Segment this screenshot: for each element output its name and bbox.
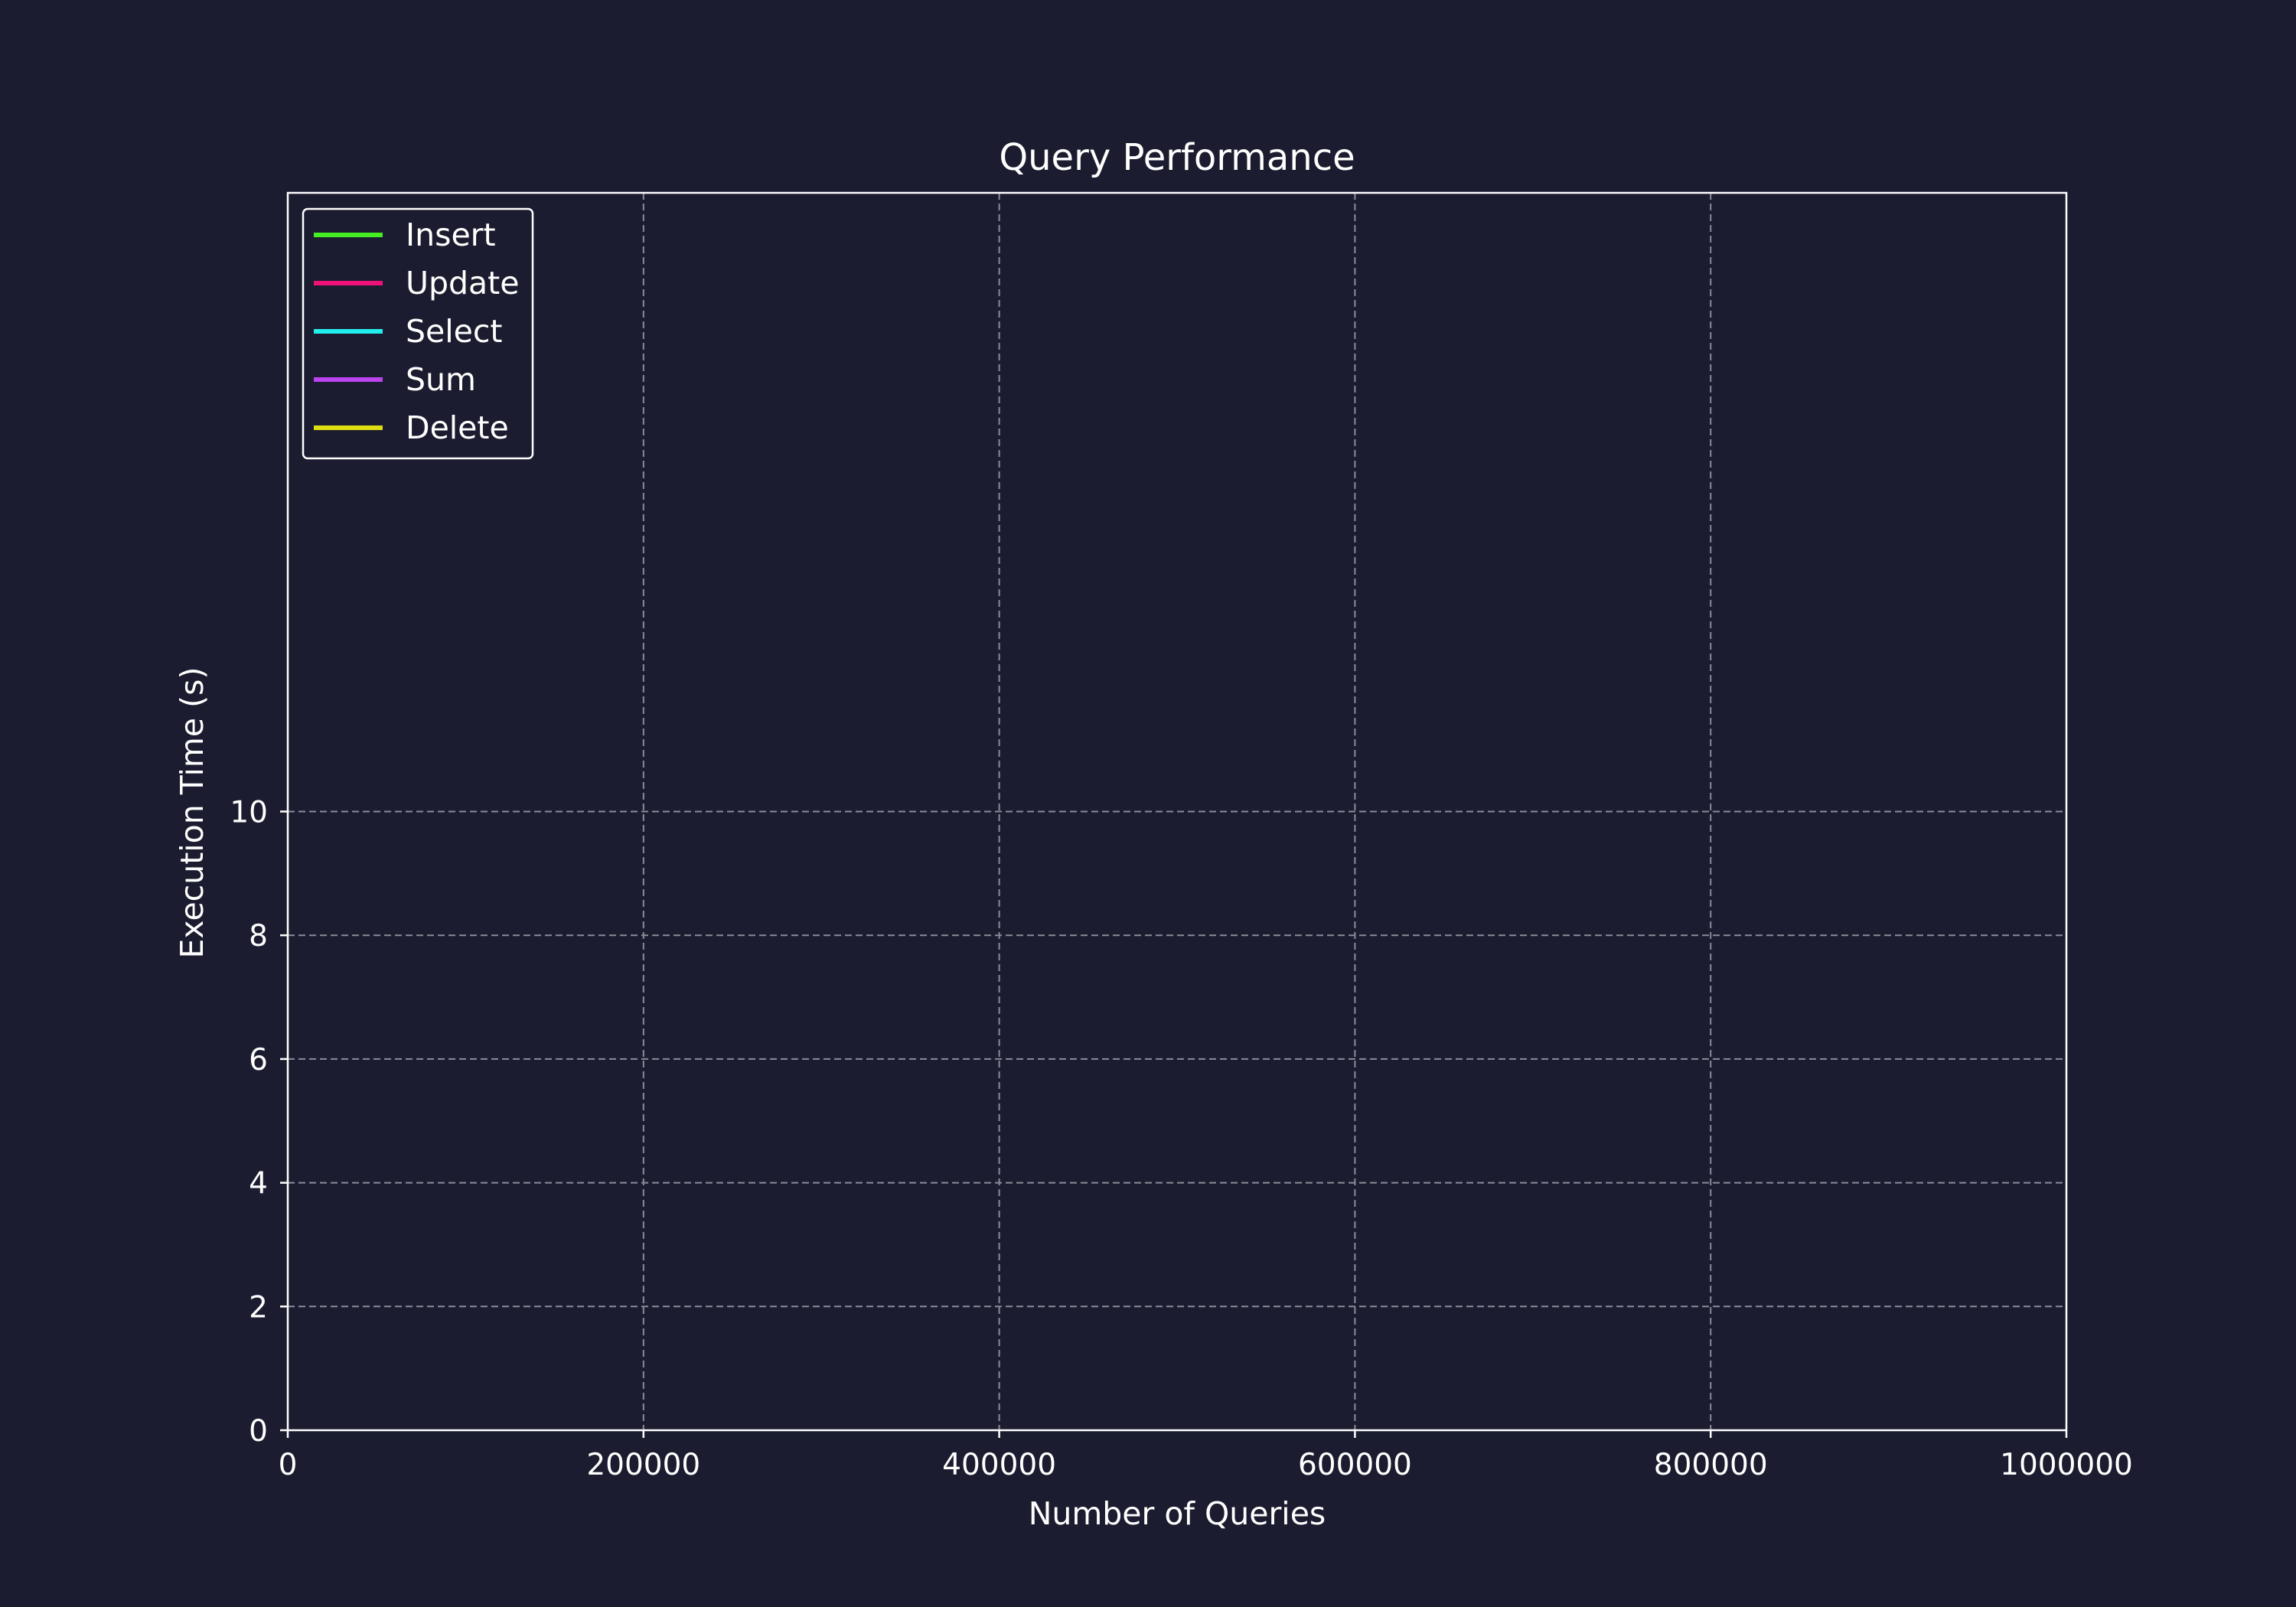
legend-label-insert: Insert — [406, 217, 496, 253]
y-tick-label: 8 — [249, 919, 268, 953]
x-tick-label: 800000 — [1654, 1448, 1768, 1482]
ticks-layer: 0 200000 400000 600000 800000 1000000 0 2 4 6 8 10 — [230, 796, 2132, 1483]
x-tick-label: 400000 — [942, 1448, 1056, 1482]
y-tick-label: 6 — [249, 1043, 268, 1077]
y-tick-label: 2 — [249, 1290, 268, 1325]
legend-label-sum: Sum — [406, 361, 476, 398]
x-axis-label: Number of Queries — [1029, 1495, 1326, 1532]
grid-layer — [288, 193, 2066, 1430]
y-tick-label: 10 — [230, 796, 268, 830]
legend-label-update: Update — [406, 265, 520, 302]
y-tick-label: 4 — [249, 1167, 268, 1201]
x-tick-label: 1000000 — [2000, 1448, 2133, 1482]
x-tick-label: 600000 — [1298, 1448, 1412, 1482]
legend: Insert Update Select Sum Delete — [302, 207, 534, 460]
legend-box — [302, 207, 534, 460]
legend-label-delete: Delete — [406, 409, 509, 446]
y-axis-label: Execution Time (s) — [174, 667, 210, 959]
y-tick-label: 0 — [249, 1414, 268, 1449]
legend-label-select: Select — [406, 313, 502, 350]
x-tick-label: 0 — [279, 1448, 298, 1482]
x-tick-label: 200000 — [586, 1448, 700, 1482]
chart-title: Query Performance — [999, 136, 1355, 179]
